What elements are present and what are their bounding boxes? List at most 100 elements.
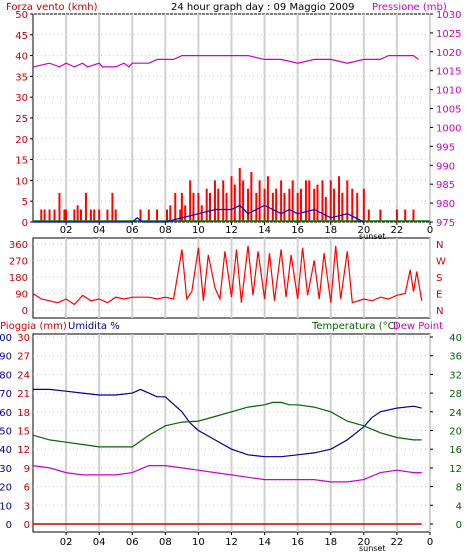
x-tick-label: 02 <box>60 537 73 548</box>
y-tick-label-right: 1010 <box>436 86 461 97</box>
y-tick-label-rain: 12 <box>17 445 30 456</box>
x-tick-label: 14 <box>258 537 271 548</box>
y-tick-label-left: 180 <box>9 273 28 284</box>
temp-panel-grid <box>33 334 431 532</box>
y-tick-label-temperature: 40 <box>449 333 462 344</box>
y-tick-label-humidity: 90 <box>0 352 12 363</box>
x-tick-label: 06 <box>126 225 139 236</box>
direction-panel-marks <box>32 245 423 306</box>
y-tick-label-rain: 6 <box>24 483 30 494</box>
x-tick-label: 04 <box>93 225 106 236</box>
y-tick-label-humidity: 10 <box>0 501 12 512</box>
y-tick-label-humidity: 40 <box>0 445 12 456</box>
temp-panel-ticks: 0102030405060708090100036912151821242730… <box>0 333 462 548</box>
wind-left-label: Forza vento (kmh) <box>6 2 98 13</box>
y-tick-label-right: 1025 <box>436 29 461 40</box>
compass-label: N <box>436 306 443 317</box>
x-tick-label: 18 <box>324 537 337 548</box>
y-tick-label-left: 90 <box>15 290 28 301</box>
y-tick-label-left: 360 <box>9 240 28 251</box>
y-tick-label-right: 1030 <box>436 10 461 21</box>
direction-panel-ticks: 0 N 90 E 180 S 270 W 360 N <box>9 240 446 317</box>
pressure-right-label: Pressione (mb) <box>372 2 447 13</box>
dewpoint-label: Dew Point <box>393 321 443 332</box>
x-tick-label: 04 <box>93 537 106 548</box>
series-temperatura-line <box>32 401 422 448</box>
y-tick-label-humidity: 30 <box>0 464 12 475</box>
x-tick-label: 10 <box>192 537 205 548</box>
x-tick-label: 16 <box>291 225 304 236</box>
y-tick-label-rain: 21 <box>17 389 30 400</box>
y-tick-label-left: 35 <box>15 72 28 83</box>
y-tick-label-humidity: 20 <box>0 483 12 494</box>
y-tick-label-right: 1005 <box>436 105 461 116</box>
series-velocità-line <box>33 204 365 223</box>
compass-label: N <box>436 240 443 251</box>
y-tick-label-humidity: 100 <box>0 333 12 344</box>
y-tick-label-rain: 30 <box>17 333 30 344</box>
y-tick-label-right: 1000 <box>436 123 461 134</box>
y-tick-label-humidity: 0 <box>6 520 12 531</box>
series-wind-direction-line <box>32 245 423 306</box>
temp-panel-marks <box>32 388 422 525</box>
y-tick-label-temperature: 4 <box>456 501 462 512</box>
y-tick-label-left: 50 <box>15 10 28 21</box>
y-tick-label-humidity: 70 <box>0 389 12 400</box>
y-tick-label-right: 985 <box>436 180 455 191</box>
y-tick-label-rain: 24 <box>17 370 30 381</box>
y-tick-label-rain: 18 <box>17 408 30 419</box>
x-tick-label: 06 <box>126 537 139 548</box>
y-tick-label-humidity: 60 <box>0 408 12 419</box>
y-tick-label-rain: 3 <box>24 501 30 512</box>
series-pressione-line <box>32 54 419 68</box>
y-tick-label-right: 995 <box>436 142 455 153</box>
temp-sunset-label: sunset <box>359 544 386 553</box>
wind-panel-ticks: 0510152025303540455097598098599099510001… <box>15 10 461 236</box>
y-tick-label-rain: 27 <box>17 352 30 363</box>
wind-panel-marks <box>32 54 430 223</box>
wind-sunset-label: sunset <box>359 232 386 241</box>
direction-panel-grid <box>33 238 431 318</box>
y-tick-label-left: 40 <box>15 52 28 63</box>
x-tick-label: 0 <box>427 225 433 236</box>
x-tick-label: 12 <box>225 537 238 548</box>
y-tick-label-left: 45 <box>15 31 28 42</box>
y-tick-label-temperature: 0 <box>456 520 462 531</box>
x-tick-label: 12 <box>225 225 238 236</box>
humidity-label: Umidita % <box>68 321 120 332</box>
y-tick-label-temperature: 32 <box>449 370 462 381</box>
y-tick-label-right: 1020 <box>436 48 461 59</box>
y-tick-label-rain: 15 <box>17 427 30 438</box>
series-umidita-line <box>33 388 422 458</box>
y-tick-label-rain: 9 <box>24 464 30 475</box>
y-tick-label-left: 30 <box>15 93 28 104</box>
x-tick-label: 16 <box>291 537 304 548</box>
x-tick-label: 22 <box>391 537 404 548</box>
y-tick-label-humidity: 80 <box>0 370 12 381</box>
compass-label: S <box>436 273 442 284</box>
y-tick-label-temperature: 24 <box>449 408 462 419</box>
y-tick-label-humidity: 50 <box>0 427 12 438</box>
x-tick-label: 08 <box>159 537 172 548</box>
compass-label: W <box>436 257 446 268</box>
x-tick-label: 10 <box>192 225 205 236</box>
y-tick-label-left: 10 <box>15 176 28 187</box>
x-tick-label: 08 <box>159 225 172 236</box>
y-tick-label-left: 5 <box>22 197 28 208</box>
x-tick-label: 02 <box>60 225 73 236</box>
x-tick-label: 0 <box>427 537 433 548</box>
y-tick-label-right: 1015 <box>436 67 461 78</box>
y-tick-label-temperature: 8 <box>456 483 462 494</box>
y-tick-label-temperature: 36 <box>449 352 462 363</box>
x-tick-label: 20 <box>357 537 370 548</box>
y-tick-label-right: 975 <box>436 218 455 229</box>
y-tick-label-temperature: 20 <box>449 427 462 438</box>
y-tick-label-left: 15 <box>15 156 28 167</box>
x-tick-label: 22 <box>391 225 404 236</box>
y-tick-label-right: 980 <box>436 199 455 210</box>
x-tick-label: 18 <box>324 225 337 236</box>
y-tick-label-temperature: 12 <box>449 464 462 475</box>
y-tick-label-right: 990 <box>436 161 455 172</box>
